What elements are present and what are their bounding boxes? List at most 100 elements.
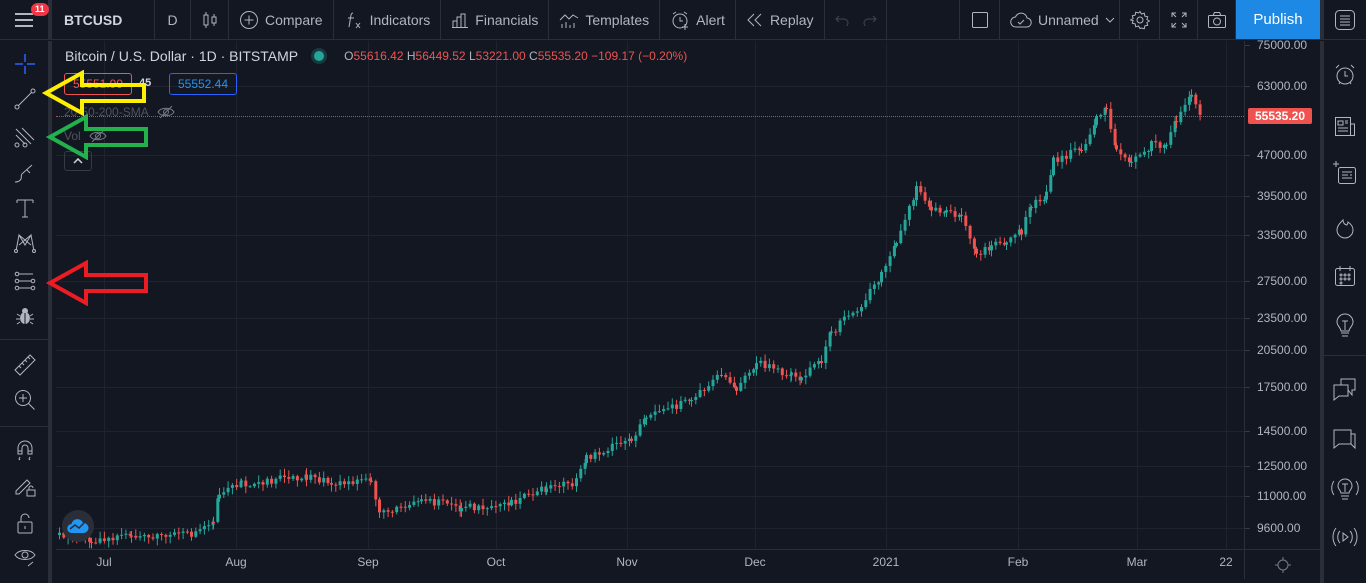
open-value: 55616.42	[353, 49, 404, 63]
time-label: Nov	[616, 555, 638, 569]
prediction-tool[interactable]	[10, 266, 40, 296]
settings-button[interactable]	[1120, 0, 1160, 39]
lightbulb-icon	[1336, 313, 1354, 337]
bug-tool[interactable]	[10, 301, 40, 331]
templates-button[interactable]: Templates	[549, 0, 661, 39]
brush-tool[interactable]	[10, 158, 40, 188]
compare-label: Compare	[265, 11, 323, 28]
zoom-in-icon	[15, 390, 35, 410]
price-label: 75000.00	[1257, 38, 1308, 52]
layout-name: Unnamed	[1038, 11, 1099, 28]
chat-bubble-icon	[1333, 429, 1356, 450]
undo-redo-group	[825, 0, 887, 39]
candles-icon	[203, 11, 216, 28]
ruler-icon	[14, 354, 36, 376]
time-label: 22	[1219, 555, 1233, 569]
chart-style-button[interactable]	[191, 0, 229, 39]
candlestick-series[interactable]	[0, 0, 1244, 549]
price-label: 12500.00	[1257, 459, 1308, 473]
magnet-tool[interactable]	[10, 436, 40, 466]
top-toolbar: 11 BTCUSD D Compare Indicators Financial…	[0, 0, 1366, 40]
tradingview-logo-button[interactable]	[62, 510, 94, 542]
financials-button[interactable]: Financials	[441, 0, 550, 39]
buy-button[interactable]: 55552.44	[169, 73, 237, 95]
current-price-line	[56, 116, 1244, 117]
cloud-check-icon	[1010, 12, 1032, 28]
sun-icon	[1274, 556, 1291, 573]
alert-label: Alert	[696, 11, 725, 28]
hotlist-icon	[1336, 218, 1354, 239]
price-label: 63000.00	[1257, 79, 1308, 93]
right-sidebar	[1320, 41, 1366, 583]
drawing-toolbar	[0, 41, 52, 583]
price-axis[interactable]: 75000.00 63000.00 47000.00 39500.00 3350…	[1244, 38, 1320, 549]
watchlist-toggle[interactable]	[1320, 0, 1366, 39]
bar-chart-icon	[452, 13, 469, 28]
financials-label: Financials	[475, 11, 539, 28]
eye-icon	[14, 550, 36, 567]
pitchfork-tool[interactable]	[10, 122, 40, 152]
symbol-search-button[interactable]: BTCUSD	[52, 0, 155, 39]
replay-button[interactable]: Replay	[736, 0, 825, 39]
layout-name-button[interactable]: Unnamed	[1000, 0, 1120, 39]
interval-button[interactable]: D	[155, 0, 191, 39]
text-tool[interactable]	[10, 193, 40, 223]
fullscreen-button[interactable]	[1160, 0, 1198, 39]
toolbar-spacer	[887, 0, 960, 39]
zoom-tool[interactable]	[10, 385, 40, 415]
private-chats-button[interactable]	[1330, 424, 1360, 454]
brush-icon	[14, 164, 33, 183]
news-panel-button[interactable]	[1330, 111, 1360, 141]
data-window-button[interactable]	[1330, 158, 1360, 188]
calendar-button[interactable]	[1330, 261, 1360, 291]
plus-circle-icon	[240, 10, 258, 29]
crosshair-icon	[15, 54, 35, 74]
eye-hidden-icon[interactable]	[89, 129, 107, 143]
crosshair-tool[interactable]	[10, 49, 40, 79]
broadcast-bulb-icon	[1331, 478, 1359, 500]
alerts-panel-button[interactable]	[1330, 60, 1360, 90]
trend-line-tool[interactable]	[10, 84, 40, 114]
price-label: 14500.00	[1257, 424, 1308, 438]
magnet-icon	[17, 440, 33, 461]
lock-all-tool[interactable]	[10, 508, 40, 538]
chats-button[interactable]	[1330, 374, 1360, 404]
chart-pane: Bitcoin / U.S. Dollar · 1D · BITSTAMP O5…	[56, 41, 1244, 549]
time-axis[interactable]: Jul Aug Sep Oct Nov Dec 2021 Feb Mar 22	[56, 549, 1244, 579]
price-label: 23500.00	[1257, 311, 1308, 325]
prediction-icon	[14, 271, 36, 291]
main-menu-button[interactable]: 11	[0, 0, 52, 39]
hotlist-button[interactable]	[1330, 213, 1360, 243]
streams-button[interactable]	[1330, 522, 1360, 552]
snapshot-button[interactable]	[1198, 0, 1236, 39]
ideas-stream-button[interactable]	[1330, 474, 1360, 504]
measure-tool[interactable]	[10, 350, 40, 380]
price-label: 11000.00	[1257, 489, 1307, 503]
compare-button[interactable]: Compare	[229, 0, 334, 39]
alarm-plus-icon	[672, 11, 689, 30]
data-window-icon	[1333, 161, 1356, 184]
series-title[interactable]: Bitcoin / U.S. Dollar · 1D · BITSTAMP	[65, 48, 299, 64]
indicators-button[interactable]: Indicators	[334, 0, 442, 39]
undo-icon[interactable]	[834, 14, 849, 26]
text-icon	[16, 199, 34, 218]
red-annotation-arrow	[46, 260, 148, 306]
low-value: 53221.00	[475, 49, 526, 63]
lock-drawings-tool[interactable]	[10, 471, 40, 501]
market-status-dot[interactable]	[314, 51, 325, 61]
eye-hidden-icon[interactable]	[157, 105, 175, 119]
hide-drawings-tool[interactable]	[10, 541, 40, 571]
camera-icon	[1207, 11, 1226, 28]
publish-button[interactable]: Publish	[1236, 0, 1320, 39]
pattern-tool[interactable]	[10, 228, 40, 258]
multi-layout-button[interactable]	[960, 0, 1000, 39]
lock-icon	[17, 513, 33, 534]
alert-button[interactable]: Alert	[660, 0, 736, 39]
ideas-button[interactable]	[1330, 311, 1360, 341]
yellow-annotation-arrow	[42, 70, 146, 116]
indicator-vol-legend[interactable]: Vol	[64, 129, 107, 143]
redo-icon[interactable]	[863, 14, 877, 26]
axis-settings-button[interactable]	[1244, 549, 1320, 579]
time-label: Sep	[357, 555, 379, 569]
